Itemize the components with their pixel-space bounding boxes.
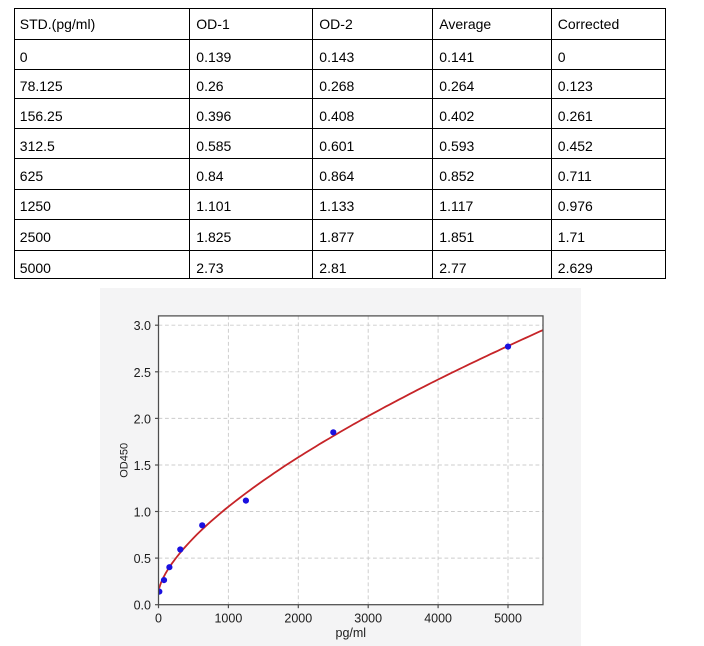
svg-text:OD450: OD450 [119, 443, 131, 478]
svg-text:4000: 4000 [424, 612, 452, 626]
svg-text:2000: 2000 [284, 612, 312, 626]
svg-text:0.0: 0.0 [134, 599, 151, 613]
svg-text:pg/ml: pg/ml [336, 626, 367, 640]
svg-text:1000: 1000 [214, 612, 242, 626]
svg-text:3000: 3000 [354, 612, 382, 626]
svg-text:5000: 5000 [494, 612, 522, 626]
svg-text:1.5: 1.5 [134, 459, 151, 473]
svg-text:3.0: 3.0 [134, 319, 151, 333]
svg-text:2.0: 2.0 [134, 412, 151, 426]
svg-text:0.5: 0.5 [134, 552, 151, 566]
svg-text:0: 0 [155, 612, 162, 626]
svg-text:2.5: 2.5 [134, 366, 151, 380]
svg-text:1.0: 1.0 [134, 506, 151, 520]
